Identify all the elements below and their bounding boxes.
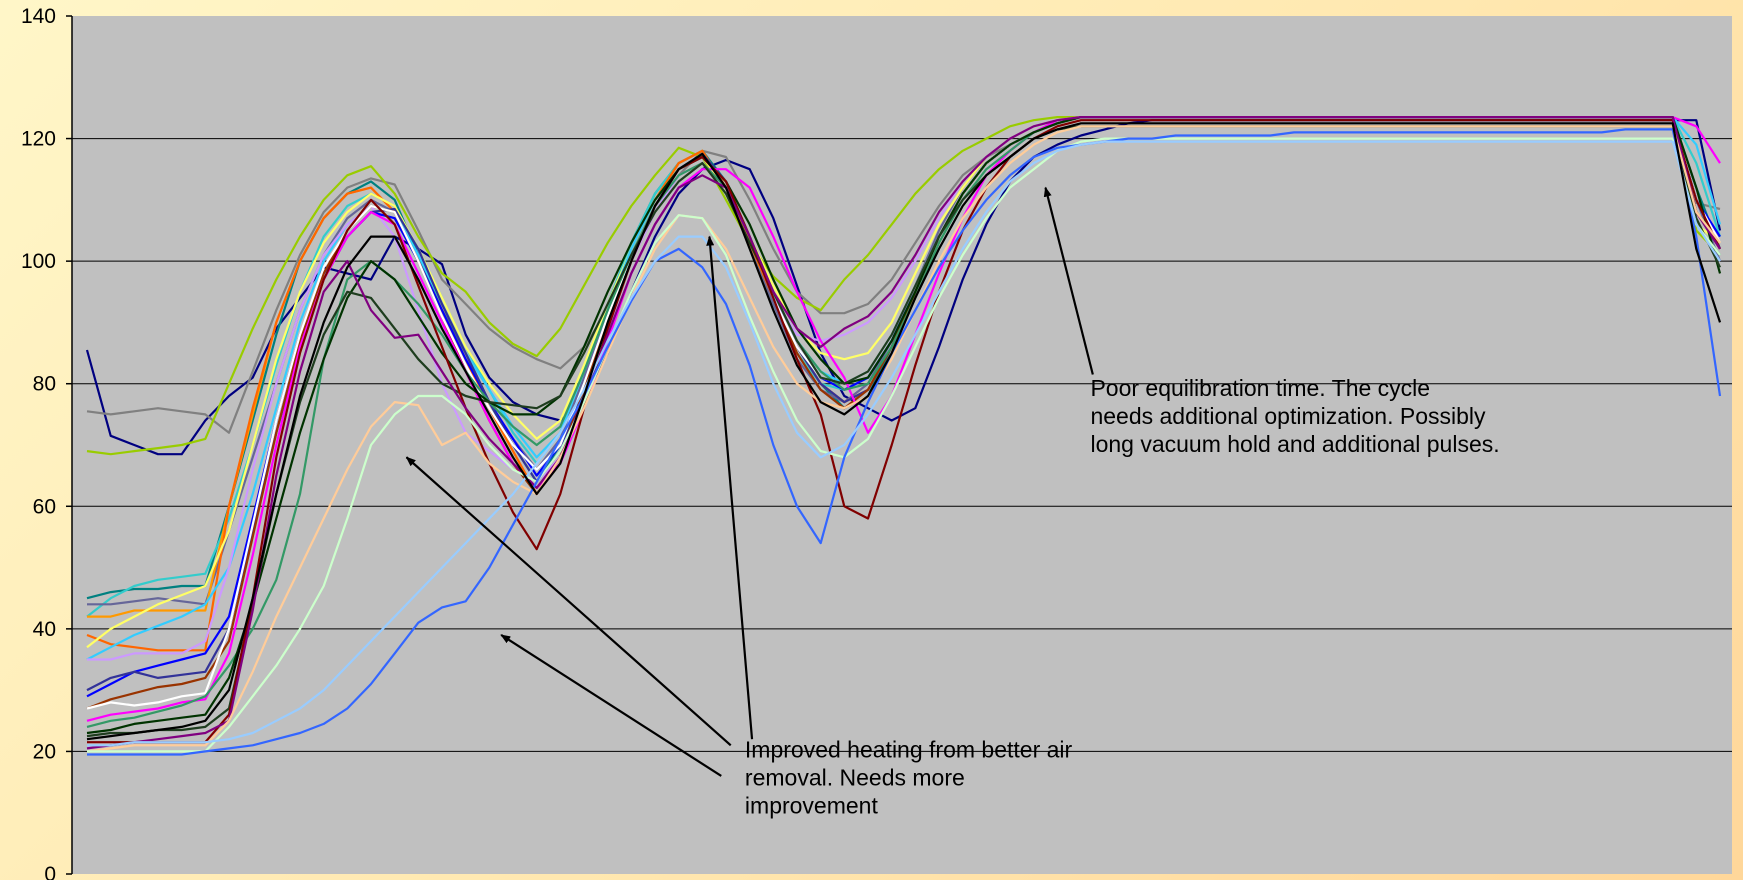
annotation-2-line-3: improvement [745,793,879,819]
annotation-1-arrow-1 [1043,186,1094,375]
annotation-1-line-2: needs additional optimization. Possibly [1090,403,1486,429]
annotation-2-arrow-3 [500,634,722,777]
series-line-20 [87,119,1721,744]
annotations: Poor equilibration time. The cycleneeds … [405,186,1500,819]
y-axis-tick-labels: 0 20 40 60 80 100 120 140 [21,5,72,880]
series-line-25 [87,140,1721,747]
annotation-2-arrow-2 [706,235,754,740]
series-line-24 [87,128,1722,756]
series-line-26 [86,122,1722,741]
annotation-2-line-1: Improved heating from better air [745,737,1073,763]
plot-area [72,16,1732,874]
annotation-1-line-1: Poor equilibration time. The cycle [1090,375,1430,401]
series-line-23 [87,137,1721,753]
annotation-2-arrow-1 [405,456,732,747]
y-tick-label-20: 20 [33,740,56,763]
y-tick-label-140: 140 [21,5,56,28]
series-lines [85,115,1722,756]
annotation-1-line-3: long vacuum hold and additional pulses. [1090,431,1499,457]
y-tick-label-100: 100 [21,250,56,273]
annotation-2-line-2: removal. Needs more [745,765,965,791]
y-tick-label-40: 40 [33,618,56,641]
y-tick-label-0: 0 [44,863,56,880]
series-line-21 [86,115,1721,750]
y-tick-label-120: 120 [21,128,56,151]
y-tick-label-60: 60 [33,495,56,518]
series-line-22 [86,125,1721,753]
y-tick-label-80: 80 [33,373,56,396]
